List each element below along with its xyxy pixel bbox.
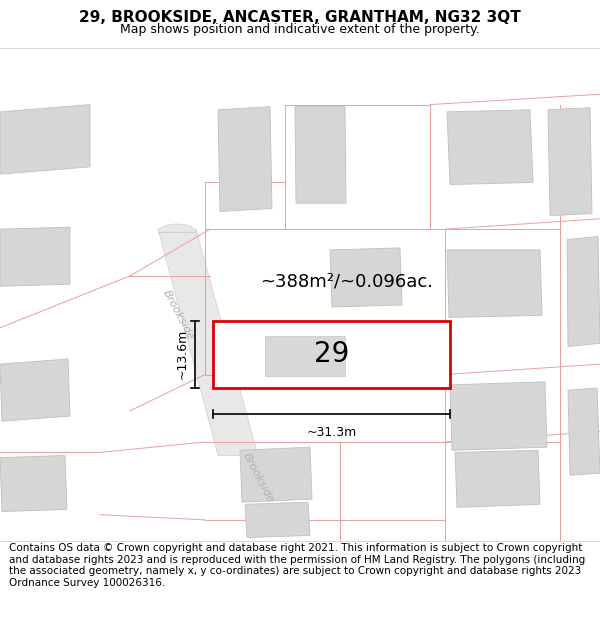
Polygon shape	[295, 107, 346, 203]
Polygon shape	[567, 236, 600, 346]
Bar	[213, 321, 450, 388]
Text: Brookside: Brookside	[241, 452, 275, 505]
Polygon shape	[158, 229, 258, 456]
Polygon shape	[0, 104, 90, 174]
Polygon shape	[158, 224, 196, 232]
Polygon shape	[0, 227, 70, 286]
Text: Contains OS data © Crown copyright and database right 2021. This information is : Contains OS data © Crown copyright and d…	[9, 543, 585, 588]
Text: 29, BROOKSIDE, ANCASTER, GRANTHAM, NG32 3QT: 29, BROOKSIDE, ANCASTER, GRANTHAM, NG32 …	[79, 11, 521, 26]
Polygon shape	[455, 450, 540, 508]
Text: ~31.3m: ~31.3m	[307, 426, 356, 439]
Text: Map shows position and indicative extent of the property.: Map shows position and indicative extent…	[120, 22, 480, 36]
Text: Brookside: Brookside	[161, 289, 196, 342]
Text: ~388m²/~0.096ac.: ~388m²/~0.096ac.	[260, 272, 433, 290]
Polygon shape	[240, 448, 312, 503]
Text: ~13.6m: ~13.6m	[176, 329, 189, 379]
Polygon shape	[548, 107, 592, 216]
Polygon shape	[447, 250, 542, 318]
Polygon shape	[0, 456, 67, 511]
Polygon shape	[245, 503, 310, 538]
Polygon shape	[450, 382, 547, 450]
Polygon shape	[218, 107, 272, 211]
Text: 29: 29	[314, 340, 349, 368]
Polygon shape	[0, 359, 70, 421]
Bar	[265, 336, 345, 376]
Polygon shape	[330, 248, 402, 307]
Polygon shape	[447, 110, 533, 184]
Polygon shape	[568, 388, 600, 475]
